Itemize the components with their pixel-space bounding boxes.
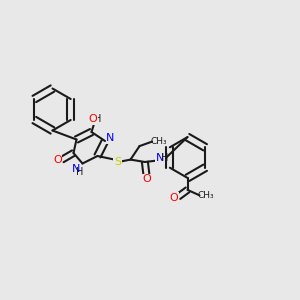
- Text: N: N: [106, 133, 115, 143]
- Text: N: N: [72, 164, 80, 174]
- Text: CH₃: CH₃: [150, 137, 167, 146]
- Text: H: H: [94, 114, 101, 124]
- Text: N: N: [156, 153, 164, 163]
- Text: H: H: [76, 167, 84, 177]
- Text: O: O: [169, 193, 178, 203]
- Text: CH₃: CH₃: [197, 191, 214, 200]
- Text: O: O: [88, 114, 98, 124]
- Text: O: O: [53, 154, 62, 165]
- Text: S: S: [114, 157, 121, 167]
- Text: O: O: [142, 174, 151, 184]
- Text: H: H: [161, 153, 168, 163]
